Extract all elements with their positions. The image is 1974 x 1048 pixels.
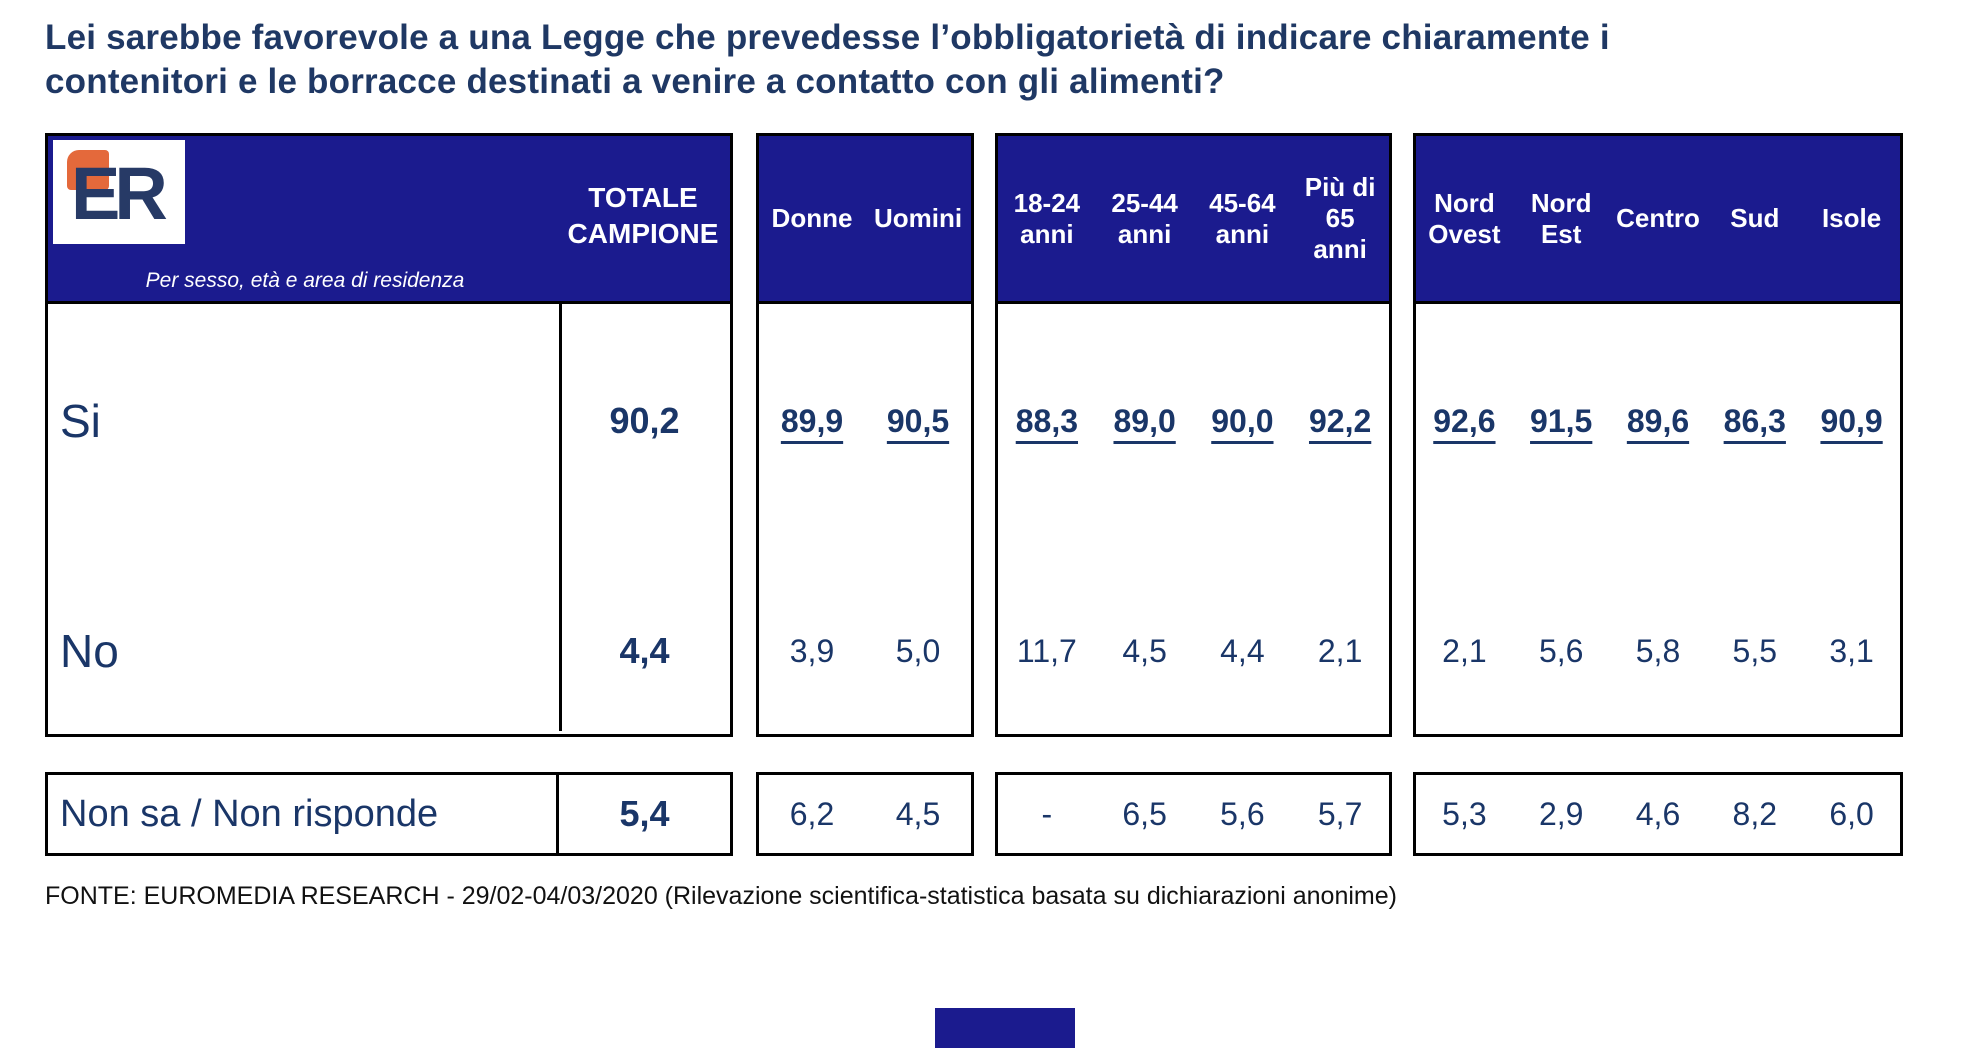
cell-nonsa-nord-ovest: 5,3 bbox=[1442, 795, 1487, 832]
table-row-si-age: 88,3 89,0 90,0 92,2 bbox=[998, 386, 1389, 456]
row-label-nonsa: Non sa / Non risponde bbox=[48, 775, 559, 853]
column-header-45-64: 45-64 anni bbox=[1209, 187, 1276, 249]
cell-no-isole: 3,1 bbox=[1829, 632, 1874, 669]
header-totale: ER TOTALE CAMPIONE Per sesso, età e area… bbox=[48, 136, 730, 304]
cell-si-18-24: 88,3 bbox=[1015, 402, 1079, 439]
column-header-isole: Isole bbox=[1821, 203, 1882, 233]
cell-si-45-64: 90,0 bbox=[1211, 402, 1274, 439]
cell-si-sud: 86,3 bbox=[1723, 402, 1786, 439]
cell-nonsa-nord-est: 2,9 bbox=[1538, 795, 1584, 832]
table-row-no-region: 2,1 5,6 5,8 5,5 3,1 bbox=[1416, 616, 1900, 686]
cell-nonsa-18-24: - bbox=[1041, 795, 1053, 832]
table-row-no: No 4,4 bbox=[48, 616, 730, 686]
nonsa-block-region: 5,3 2,9 4,6 8,2 6,0 bbox=[1413, 772, 1903, 856]
cell-no-nord-ovest: 2,1 bbox=[1442, 632, 1487, 669]
cell-nonsa-45-64: 5,6 bbox=[1220, 795, 1265, 832]
header-age: 18-24 anni 25-44 anni 45-64 anni Più di … bbox=[998, 136, 1389, 304]
header-region: Nord Ovest Nord Est Centro Sud Isole bbox=[1416, 136, 1900, 304]
table-row-no-age: 11,7 4,5 4,4 2,1 bbox=[998, 616, 1389, 686]
footer-accent-bar bbox=[935, 1008, 1075, 1048]
cell-no-nord-est: 5,6 bbox=[1538, 632, 1584, 669]
body-totale: Si 90,2 No 4,4 bbox=[48, 304, 730, 731]
nonsa-block-age: - 6,5 5,6 5,7 bbox=[995, 772, 1392, 856]
table-row-si: Si 90,2 bbox=[48, 386, 730, 456]
column-header-25-44: 25-44 anni bbox=[1111, 187, 1178, 249]
cell-si-nord-ovest: 92,6 bbox=[1433, 402, 1496, 439]
cell-nonsa-uomini: 4,5 bbox=[895, 795, 941, 832]
cell-si-totale: 90,2 bbox=[609, 400, 680, 441]
cell-si-nord-est: 91,5 bbox=[1530, 402, 1593, 439]
cell-no-65plus: 2,1 bbox=[1317, 632, 1363, 669]
cell-no-45-64: 4,4 bbox=[1220, 632, 1265, 669]
column-header-sud: Sud bbox=[1730, 203, 1780, 233]
body-region: 92,6 91,5 89,6 86,3 90,9 2,1 5,6 5,8 5,5… bbox=[1416, 304, 1900, 731]
column-header-18-24: 18-24 anni bbox=[1013, 187, 1081, 249]
cell-no-uomini: 5,0 bbox=[895, 632, 941, 669]
column-header-totale-campione: TOTALE CAMPIONE bbox=[556, 180, 730, 252]
table-row-si-gender: 89,9 90,5 bbox=[759, 386, 971, 456]
cell-nonsa-centro: 4,6 bbox=[1635, 795, 1681, 832]
table-block-age: 18-24 anni 25-44 anni 45-64 anni Più di … bbox=[995, 133, 1392, 737]
page-title-line1: Lei sarebbe favorevole a una Legge che p… bbox=[45, 18, 1610, 57]
cell-si-uomini: 90,5 bbox=[886, 402, 950, 439]
header-subtitle: Per sesso, età e area di residenza bbox=[145, 269, 465, 292]
cell-no-sud: 5,5 bbox=[1732, 632, 1778, 669]
source-note: FONTE: EUROMEDIA RESEARCH - 29/02-04/03/… bbox=[45, 882, 1397, 910]
euromedia-logo: ER bbox=[53, 140, 185, 244]
column-header-nord-est: Nord Est bbox=[1530, 187, 1592, 249]
table-row-si-region: 92,6 91,5 89,6 86,3 90,9 bbox=[1416, 386, 1900, 456]
column-header-nord-ovest: Nord Ovest bbox=[1428, 187, 1501, 249]
cell-no-totale: 4,4 bbox=[619, 630, 670, 671]
cell-si-25-44: 89,0 bbox=[1113, 402, 1176, 439]
page-title: Lei sarebbe favorevole a una Legge che p… bbox=[45, 16, 1610, 104]
column-header-uomini: Uomini bbox=[873, 203, 963, 233]
table-row-no-gender: 3,9 5,0 bbox=[759, 616, 971, 686]
row-label-si: Si bbox=[60, 395, 101, 447]
nonsa-block-totale: Non sa / Non risponde 5,4 bbox=[45, 772, 733, 856]
cell-nonsa-isole: 6,0 bbox=[1829, 795, 1874, 832]
totale-line1: TOTALE bbox=[588, 182, 698, 213]
body-age: 88,3 89,0 90,0 92,2 11,7 4,5 4,4 2,1 bbox=[998, 304, 1389, 731]
cell-si-donne: 89,9 bbox=[780, 402, 844, 439]
cell-no-donne: 3,9 bbox=[789, 632, 835, 669]
header-gender: Donne Uomini bbox=[759, 136, 971, 304]
page-title-line2: contenitori e le borracce destinati a ve… bbox=[45, 62, 1225, 101]
nonsa-block-gender: 6,2 4,5 bbox=[756, 772, 974, 856]
body-gender: 89,9 90,5 3,9 5,0 bbox=[759, 304, 971, 731]
cell-nonsa-totale: 5,4 bbox=[619, 793, 670, 834]
cell-nonsa-sud: 8,2 bbox=[1732, 795, 1778, 832]
cell-no-25-44: 4,5 bbox=[1122, 632, 1167, 669]
cell-no-centro: 5,8 bbox=[1635, 632, 1681, 669]
column-header-centro: Centro bbox=[1616, 203, 1700, 233]
cell-nonsa-25-44: 6,5 bbox=[1122, 795, 1167, 832]
cell-si-65plus: 92,2 bbox=[1308, 402, 1372, 439]
cell-no-18-24: 11,7 bbox=[1016, 632, 1077, 669]
logo-letters: ER bbox=[71, 152, 168, 235]
table-block-region: Nord Ovest Nord Est Centro Sud Isole 92,… bbox=[1413, 133, 1903, 737]
cell-si-centro: 89,6 bbox=[1626, 402, 1690, 439]
column-header-donne: Donne bbox=[771, 203, 853, 233]
table-block-totale: ER TOTALE CAMPIONE Per sesso, età e area… bbox=[45, 133, 733, 737]
column-header-65plus: Più di 65 anni bbox=[1304, 172, 1376, 264]
column-divider bbox=[559, 304, 562, 731]
row-label-no: No bbox=[60, 625, 119, 677]
cell-si-isole: 90,9 bbox=[1820, 402, 1883, 439]
cell-nonsa-65plus: 5,7 bbox=[1317, 795, 1363, 832]
table-block-gender: Donne Uomini 89,9 90,5 3,9 5,0 bbox=[756, 133, 974, 737]
cell-nonsa-donne: 6,2 bbox=[789, 795, 835, 832]
logo-orange-square-icon bbox=[67, 150, 109, 190]
totale-line2: CAMPIONE bbox=[567, 218, 719, 249]
